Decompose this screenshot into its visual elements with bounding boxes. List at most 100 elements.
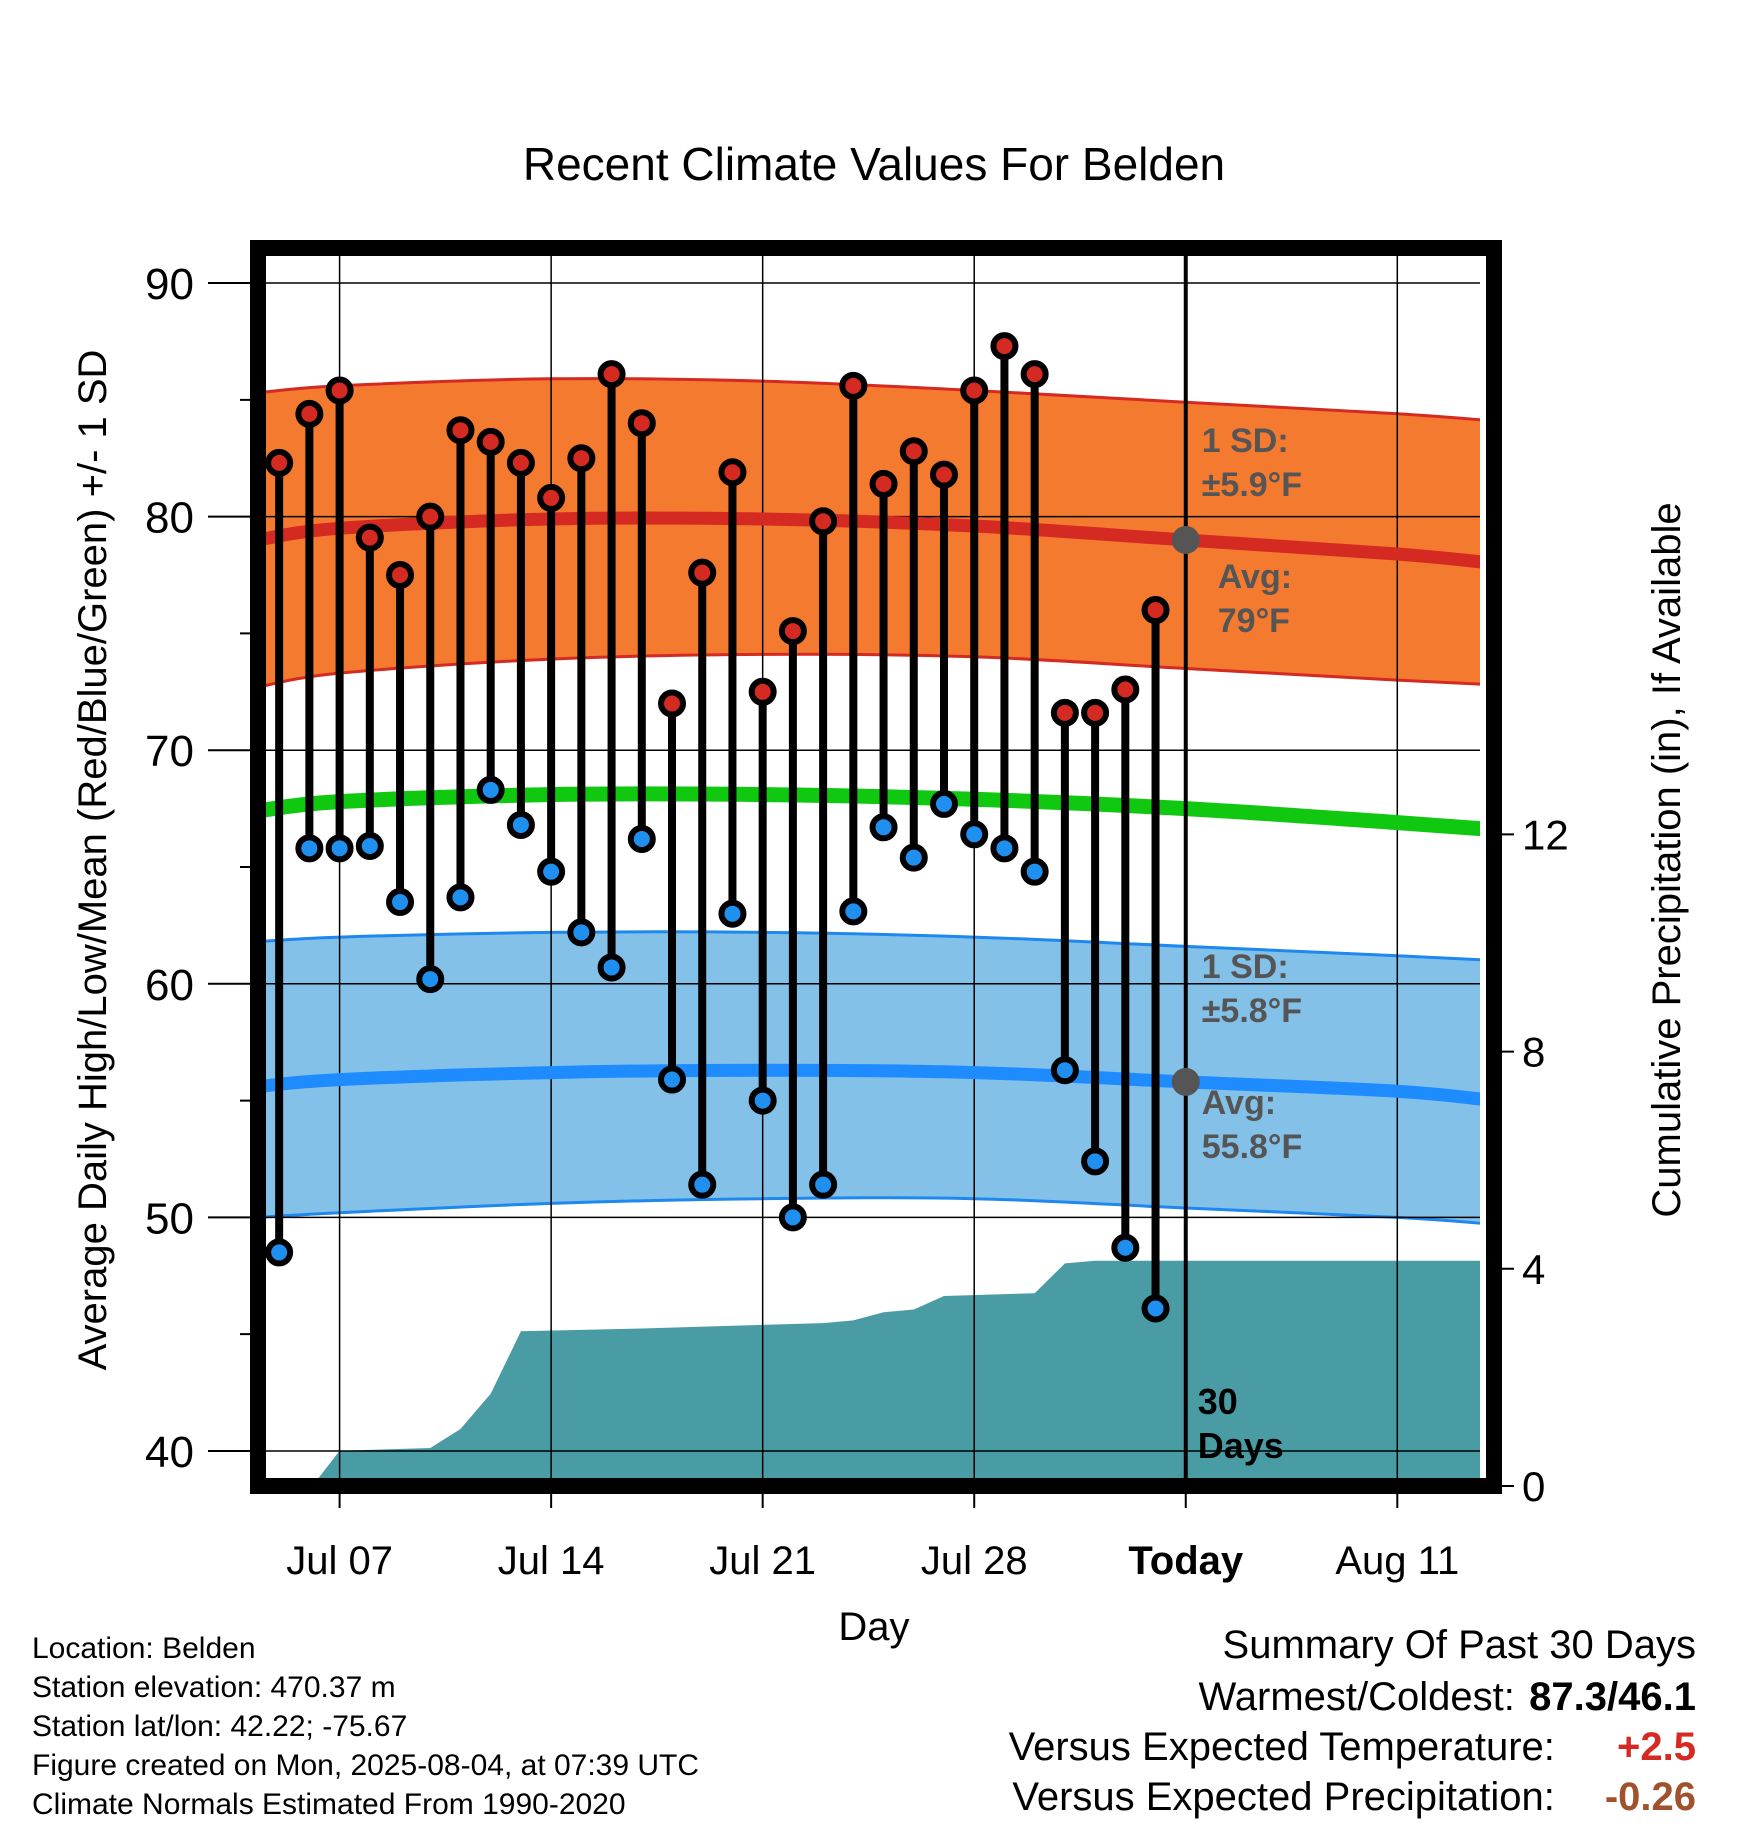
x-tick-label: Jul 21 xyxy=(709,1539,816,1583)
y-tick-label: 70 xyxy=(145,727,194,776)
high-point xyxy=(869,469,898,498)
low-avg-annotation-title: Avg: xyxy=(1202,1084,1276,1122)
high-point xyxy=(1111,675,1140,704)
low-point xyxy=(688,1170,717,1199)
high-point xyxy=(809,507,838,536)
high-point xyxy=(597,360,626,389)
precip-area xyxy=(317,1260,1480,1480)
y-tick-label: 90 xyxy=(145,260,194,309)
low-point xyxy=(1111,1233,1140,1262)
y2-axis-label: Cumulative Precipitation (in), If Availa… xyxy=(1645,502,1689,1217)
high-point xyxy=(1020,360,1049,389)
x-tick-label: Jul 28 xyxy=(921,1539,1028,1583)
warmest-value: 87.3/46.1 xyxy=(1529,1675,1696,1719)
high-point xyxy=(567,444,596,473)
high-point xyxy=(748,677,777,706)
x-tick-label: Aug 11 xyxy=(1335,1539,1459,1583)
plot-area: 1 SD: ±5.9°F Avg: 79°F 1 SD: ±5.8°F Avg: 55.8°F… xyxy=(264,248,1480,1480)
precip-anomaly-value: -0.26 xyxy=(1604,1775,1696,1819)
window-days-number: 30 xyxy=(1198,1381,1238,1422)
summary-temp-row: Versus Expected Temperature: +2.5 xyxy=(796,1722,1696,1772)
low-point xyxy=(567,918,596,947)
y2-tick-label: 12 xyxy=(1522,811,1569,858)
high-point xyxy=(688,558,717,587)
today-low-normal-marker xyxy=(1171,1067,1200,1096)
low-sd-band xyxy=(264,931,1480,1224)
climate-normals-note: Climate Normals Estimated From 1990-2020 xyxy=(32,1788,626,1821)
axes: 40 50 60 70 80 90 0 4 8 12 Jul 07 Jul 14 Jul 21 Jul 2… xyxy=(145,260,1569,1583)
low-point xyxy=(839,897,868,926)
low-point xyxy=(295,834,324,863)
high-sd-upper-line xyxy=(264,377,1480,422)
summary-precip-row: Versus Expected Precipitation: -0.26 xyxy=(796,1772,1696,1822)
high-point xyxy=(537,483,566,512)
low-point xyxy=(416,965,445,994)
high-point xyxy=(386,561,415,590)
low-point xyxy=(1050,1056,1079,1085)
x-tick-label: Jul 07 xyxy=(286,1539,393,1583)
warmest-label: Warmest/Coldest: xyxy=(1198,1675,1515,1719)
high-point xyxy=(1081,698,1110,727)
low-point xyxy=(325,834,354,863)
x-tick-label: Today xyxy=(1128,1539,1244,1583)
low-point xyxy=(990,834,1019,863)
low-point xyxy=(627,824,656,853)
high-point xyxy=(839,371,868,400)
low-sd-lower-line xyxy=(264,1196,1480,1225)
high-avg-line xyxy=(264,511,1480,569)
y-tick-label: 80 xyxy=(145,494,194,543)
temp-anomaly-label: Versus Expected Temperature: xyxy=(1008,1725,1555,1769)
low-sd-upper-line xyxy=(264,930,1480,962)
low-point xyxy=(355,831,384,860)
high-point xyxy=(476,427,505,456)
low-point xyxy=(960,820,989,849)
low-point xyxy=(658,1065,687,1094)
high-point xyxy=(295,399,324,428)
location-name: Location: Belden xyxy=(32,1632,256,1665)
low-avg-line xyxy=(264,1063,1480,1106)
high-sd-annotation-value: ±5.9°F xyxy=(1202,466,1302,504)
low-point xyxy=(1020,857,1049,886)
station-elevation: Station elevation: 470.37 m xyxy=(32,1671,396,1704)
high-sd-annotation-title: 1 SD: xyxy=(1202,422,1289,460)
low-point xyxy=(899,843,928,872)
summary-warmest-row: Warmest/Coldest: 87.3/46.1 xyxy=(796,1672,1697,1722)
low-point xyxy=(476,775,505,804)
y-tick-label: 50 xyxy=(145,1194,194,1243)
precip-anomaly-label: Versus Expected Precipitation: xyxy=(1012,1775,1555,1819)
low-point xyxy=(597,953,626,982)
high-point xyxy=(718,458,747,487)
temp-anomaly-value: +2.5 xyxy=(1617,1725,1696,1769)
today-high-normal-marker xyxy=(1171,525,1200,554)
low-point xyxy=(1081,1147,1110,1176)
low-point xyxy=(778,1203,807,1232)
low-point xyxy=(869,813,898,842)
x-axis-label: Day xyxy=(838,1605,909,1649)
station-latlon: Station lat/lon: 42.22; -75.67 xyxy=(32,1710,408,1743)
low-point xyxy=(265,1238,294,1267)
chart-title: Recent Climate Values For Belden xyxy=(523,138,1225,190)
summary-title: Summary Of Past 30 Days xyxy=(1222,1623,1696,1667)
high-point xyxy=(416,502,445,531)
high-point xyxy=(627,409,656,438)
high-point xyxy=(325,376,354,405)
low-point xyxy=(748,1086,777,1115)
low-point xyxy=(809,1170,838,1199)
figure-created: Figure created on Mon, 2025-08-04, at 07… xyxy=(32,1749,700,1782)
high-sd-band xyxy=(264,378,1480,686)
summary-panel: Summary Of Past 30 Days Warmest/Coldest:… xyxy=(796,1620,1696,1822)
low-sd-annotation-value: ±5.8°F xyxy=(1202,992,1302,1030)
low-point xyxy=(929,789,958,818)
y2-tick-label: 0 xyxy=(1522,1463,1545,1510)
high-point xyxy=(1141,596,1170,625)
y-tick-label: 40 xyxy=(145,1428,194,1477)
y-axis-label: Average Daily High/Low/Mean (Red/Blue/Gr… xyxy=(71,350,115,1371)
low-point xyxy=(718,899,747,928)
window-days-word: Days xyxy=(1198,1425,1284,1466)
high-avg-annotation-value: 79°F xyxy=(1218,602,1290,640)
high-point xyxy=(355,523,384,552)
y2-tick-label: 4 xyxy=(1522,1246,1545,1293)
low-avg-annotation-value: 55.8°F xyxy=(1202,1128,1303,1166)
high-point xyxy=(990,332,1019,361)
